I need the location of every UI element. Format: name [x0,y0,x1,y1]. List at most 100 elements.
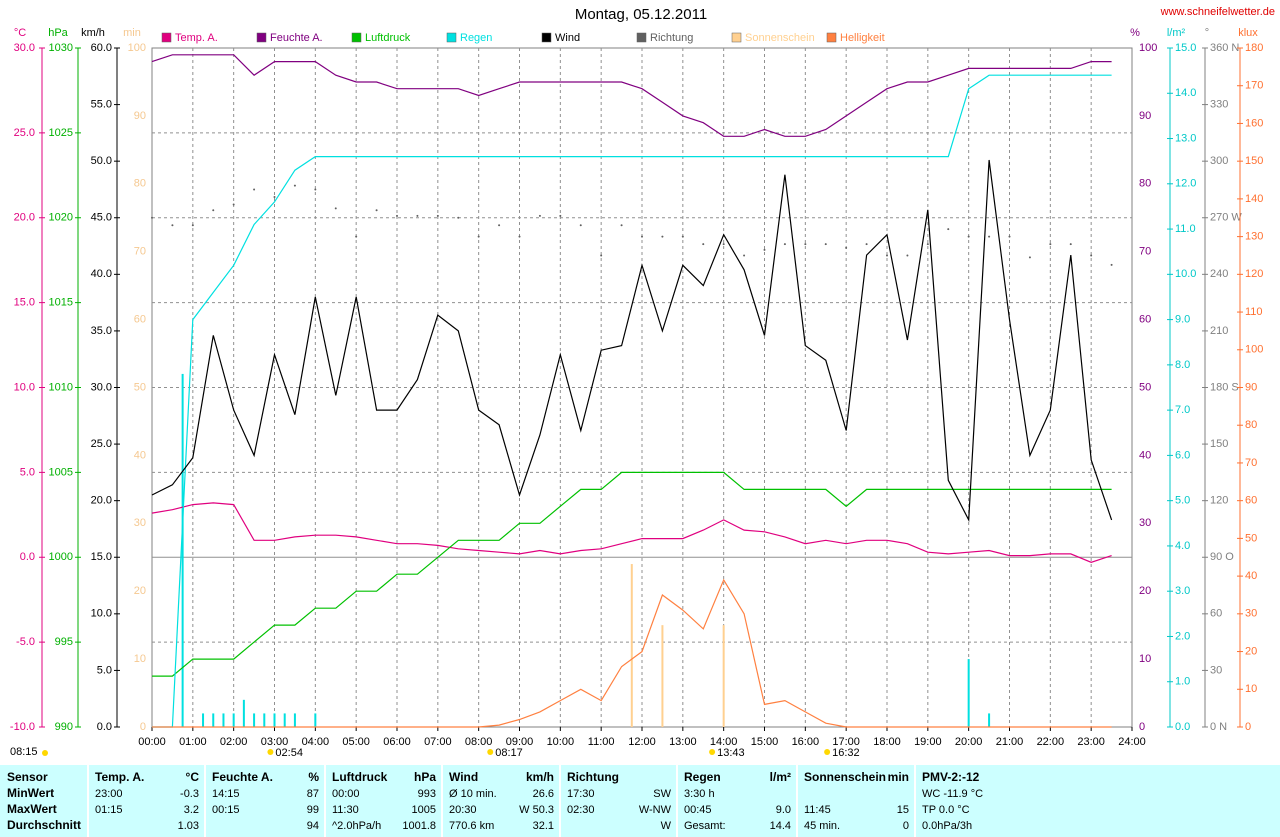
x-tick-label: 18:00 [873,736,901,748]
table-cell: W-NW [639,804,672,816]
y-tick-label: 50.0 [91,155,112,167]
y-tick-label: 30 [1210,664,1222,676]
y-tick-label: 30 [1245,608,1257,620]
x-tick-label: 02:00 [220,736,248,748]
table-cell: 14:15 [212,788,240,800]
bar [722,625,725,727]
legend-swatch [636,32,647,43]
series-line [151,159,1113,523]
table-cell: TP 0.0 °C [922,804,970,816]
y-tick-label: 330 [1210,98,1228,110]
y-tick-label: 995 [55,636,73,648]
y-tick-label: -5.0 [16,636,35,648]
series-line [152,74,1112,728]
y-tick-label: 100 [1139,42,1157,54]
y-tick-label: 100 [1245,344,1263,356]
y-tick-label: 210 [1210,325,1228,337]
y-tick-label: 20 [1245,645,1257,657]
y-tick-label: 11.0 [1175,223,1196,235]
table-header: PMV-2:-12 [922,770,980,784]
y-tick-label: 110 [1245,306,1263,318]
sunrise-label: 08:15 [10,746,38,758]
y-tick-label: 1000 [49,551,73,563]
table-cell: 11:30 [332,804,359,816]
y-tick-label: 990 [55,721,73,733]
y-tick-label: 55.0 [91,98,112,110]
x-tick-label: 14:00 [710,736,738,748]
y-tick-label: 45.0 [91,212,112,224]
bar [283,713,286,727]
y-tick-label: 40 [134,449,146,461]
y-tick-label: 7.0 [1175,404,1190,416]
y-tick-label: 120 [1210,495,1228,507]
series-line [152,578,1112,728]
table-header: °C [186,770,200,784]
y-tick-label: 130 [1245,231,1263,243]
direction-dot [477,235,480,238]
marker-label: 02:54 [275,747,303,759]
legend-swatch [446,32,457,43]
y-tick-label: 2.0 [1175,630,1190,642]
x-tick-label: 04:00 [302,736,330,748]
table-cell: 14.4 [770,820,791,832]
table-cell: 23:00 [95,788,123,800]
y-tick-label: 0.0 [97,721,112,733]
y-tick-label: 90 [134,110,146,122]
table-cell: 26.6 [533,788,554,800]
marker-icon [267,749,274,755]
table-cell: 94 [307,820,319,832]
y-tick-label: 0.0 [1175,721,1190,733]
direction-dot [559,214,562,217]
direction-dot [151,216,153,219]
y-tick-label: 1025 [49,127,73,139]
table-header: % [308,770,319,784]
y-tick-label: 60 [1210,608,1222,620]
direction-dot [600,254,603,257]
direction-dot [579,224,582,227]
bar [988,713,991,727]
table-header: min [888,770,909,784]
direction-dot [273,196,276,199]
table-header: l/m² [770,770,791,784]
table-cell: 0 [903,820,909,832]
direction-dot [661,235,664,238]
table-cell: WC -11.9 °C [922,788,983,800]
table-cell: Ø 10 min. [449,788,497,800]
y-tick-label: 25.0 [91,438,112,450]
y-tick-label: 70 [1245,457,1257,469]
y-tick-label: 40 [1245,570,1257,582]
y-tick-label: 15.0 [91,551,112,563]
direction-dot [1090,254,1093,257]
y-tick-label: 90 [1245,381,1257,393]
y-tick-label: 90 O [1210,551,1234,563]
y-tick-label: 270 W [1210,212,1242,224]
y-tick-label: 180 S [1210,381,1239,393]
table-header: Sonnenschein [804,770,886,784]
y-tick-label: 3.0 [1175,585,1190,597]
direction-dot [783,243,786,246]
y-tick-label: 50 [134,381,146,393]
axis-unit: ° [1205,27,1209,39]
direction-dot [865,243,868,246]
y-tick-label: 180 [1245,42,1263,54]
y-tick-label: 10.0 [14,381,35,393]
y-tick-label: 20.0 [91,495,112,507]
table-cell: 00:45 [684,804,712,816]
y-tick-label: 35.0 [91,325,112,337]
x-tick-label: 16:00 [792,736,820,748]
marker-icon [709,749,716,755]
y-tick-label: 90 [1139,110,1151,122]
y-tick-label: 9.0 [1175,314,1190,326]
x-tick-label: 09:00 [506,736,534,748]
table-cell: SW [653,788,671,800]
x-tick-label: 01:00 [179,736,207,748]
y-tick-label: 0 [1245,721,1251,733]
bar [222,713,225,727]
direction-dot [1049,243,1052,246]
direction-dot [457,216,460,219]
axis-unit: klux [1238,27,1258,39]
y-tick-label: 10 [1245,683,1257,695]
table-cell: Durchschnitt [7,818,81,832]
y-tick-label: 15.0 [1175,42,1196,54]
